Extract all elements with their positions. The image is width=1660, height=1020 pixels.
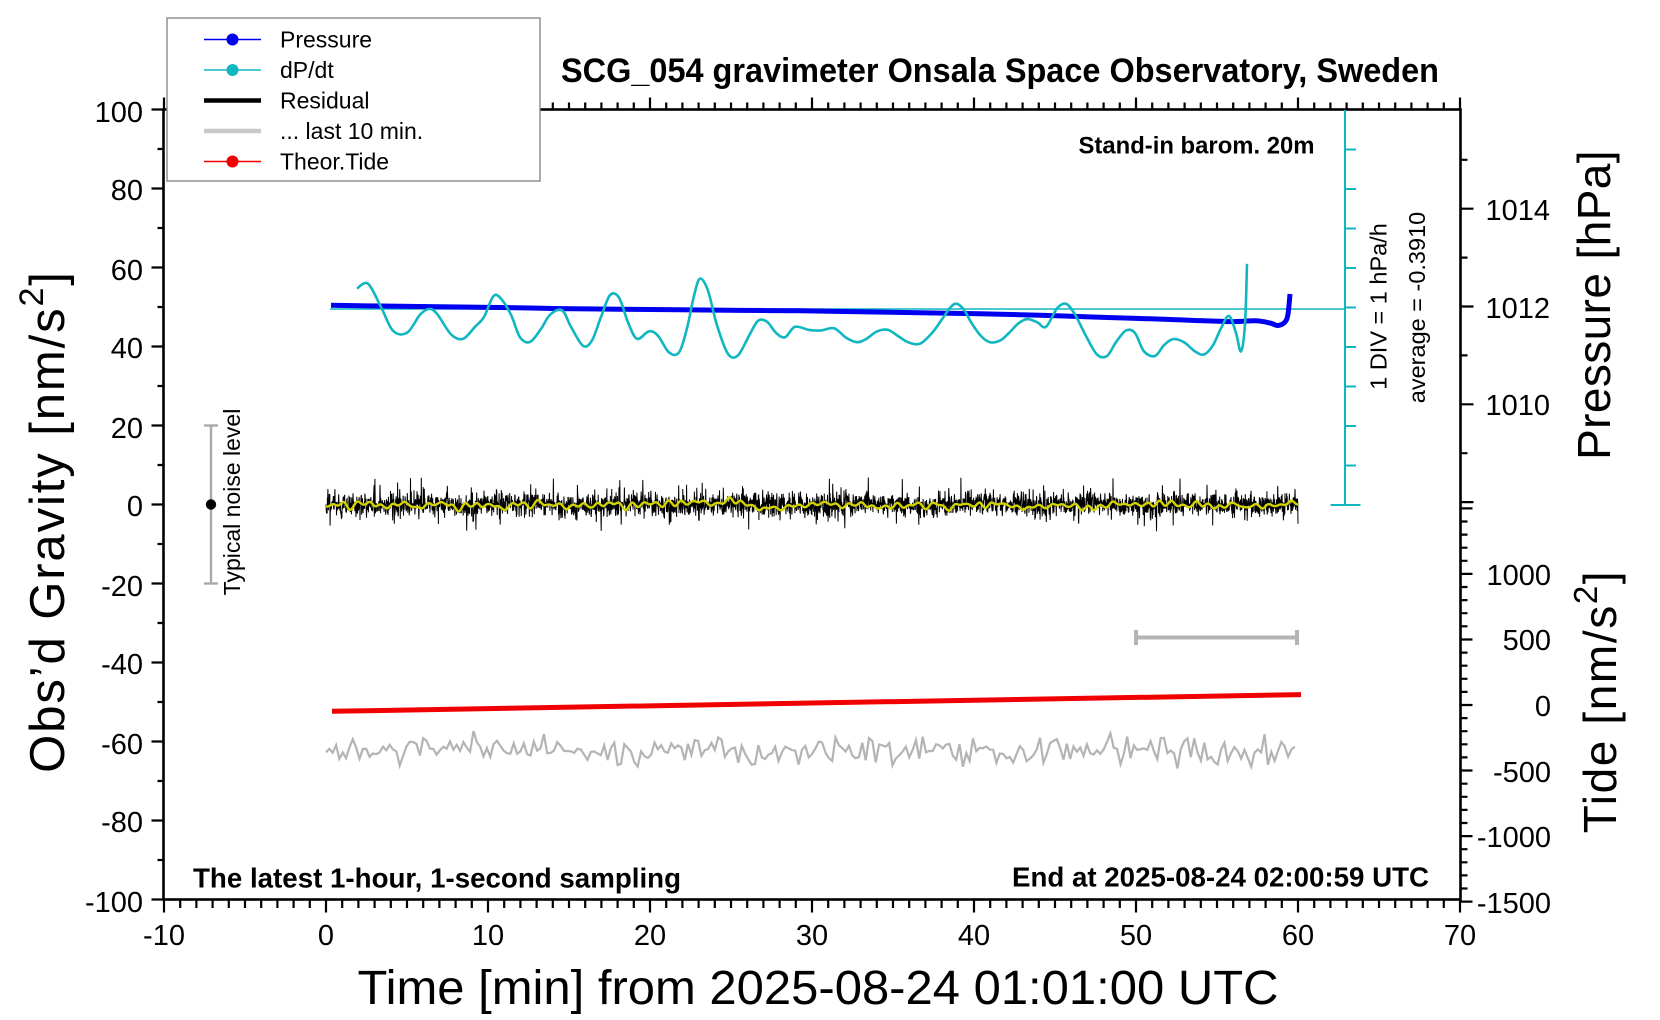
- svg-text:80: 80: [111, 175, 143, 207]
- svg-text:1014: 1014: [1485, 195, 1550, 227]
- svg-text:Theor.Tide: Theor.Tide: [280, 149, 389, 175]
- svg-text:-60: -60: [101, 729, 143, 761]
- svg-text:500: 500: [1503, 625, 1551, 657]
- svg-text:End at 2025-08-24 02:00:59 UTC: End at 2025-08-24 02:00:59 UTC: [1012, 862, 1429, 893]
- svg-text:Tide [nm/s2]: Tide [nm/s2]: [1567, 570, 1626, 833]
- svg-text:... last 10 min.: ... last 10 min.: [280, 118, 423, 144]
- svg-text:-20: -20: [101, 571, 143, 603]
- svg-text:Residual: Residual: [280, 88, 370, 114]
- svg-text:-1000: -1000: [1477, 822, 1551, 854]
- svg-text:60: 60: [111, 255, 143, 287]
- svg-text:0: 0: [318, 920, 334, 952]
- svg-text:10: 10: [472, 920, 504, 952]
- svg-text:30: 30: [796, 920, 828, 952]
- svg-text:Pressure: Pressure: [280, 27, 372, 53]
- svg-text:-1500: -1500: [1477, 888, 1551, 920]
- svg-text:Pressure [hPa]: Pressure [hPa]: [1568, 150, 1620, 460]
- svg-text:20: 20: [111, 413, 143, 445]
- svg-text:-100: -100: [85, 887, 143, 919]
- svg-text:1000: 1000: [1486, 560, 1551, 592]
- svg-text:The latest 1-hour, 1-second sa: The latest 1-hour, 1-second sampling: [193, 862, 681, 893]
- svg-text:SCG_054 gravimeter Onsala Spac: SCG_054 gravimeter Onsala Space Observat…: [561, 52, 1439, 90]
- svg-text:-500: -500: [1493, 757, 1551, 789]
- svg-text:50: 50: [1120, 920, 1152, 952]
- svg-text:70: 70: [1444, 920, 1476, 952]
- svg-text:dP/dt: dP/dt: [280, 57, 334, 83]
- svg-text:Obs’d Gravity [nm/s2]: Obs’d Gravity [nm/s2]: [13, 270, 75, 773]
- svg-text:0: 0: [1535, 691, 1551, 723]
- svg-text:average = -0.3910: average = -0.3910: [1404, 212, 1430, 403]
- svg-text:100: 100: [95, 97, 143, 129]
- svg-text:40: 40: [111, 333, 143, 365]
- svg-text:1010: 1010: [1485, 390, 1550, 422]
- svg-text:-80: -80: [101, 807, 143, 839]
- svg-text:60: 60: [1282, 920, 1314, 952]
- svg-text:Stand-in barom. 20m: Stand-in barom. 20m: [1079, 133, 1315, 160]
- svg-text:1012: 1012: [1485, 293, 1550, 325]
- svg-text:1 DIV = 1 hPa/h: 1 DIV = 1 hPa/h: [1366, 223, 1392, 390]
- svg-text:-40: -40: [101, 649, 143, 681]
- svg-text:0: 0: [127, 491, 143, 523]
- svg-text:Typical noise level: Typical noise level: [219, 409, 245, 596]
- svg-text:-10: -10: [143, 920, 185, 952]
- svg-text:40: 40: [958, 920, 990, 952]
- svg-text:20: 20: [634, 920, 666, 952]
- svg-text:Time [min] from 2025-08-24 01:: Time [min] from 2025-08-24 01:01:00 UTC: [358, 962, 1279, 1015]
